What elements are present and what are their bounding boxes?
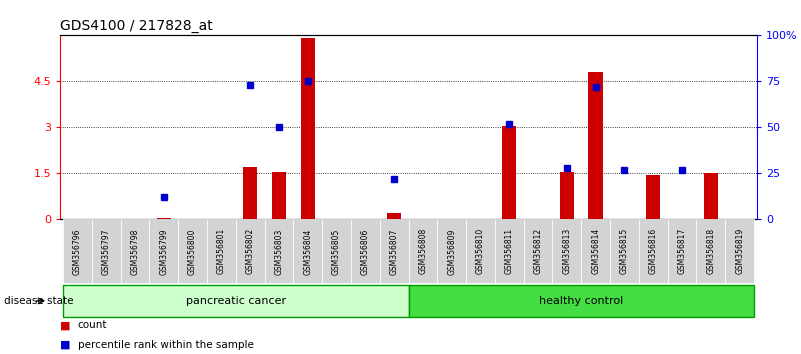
Bar (409, 285, 754, 317)
Text: GSM356816: GSM356816 (649, 228, 658, 274)
Bar (639, 219, 668, 283)
Text: GSM356805: GSM356805 (332, 228, 341, 275)
Text: ■: ■ (60, 320, 70, 330)
Text: GSM356813: GSM356813 (562, 228, 571, 274)
Bar (560, 172, 574, 219)
Bar (589, 72, 603, 219)
Text: ■: ■ (60, 340, 70, 350)
Text: pancreatic cancer: pancreatic cancer (186, 296, 286, 306)
Text: GSM356803: GSM356803 (275, 228, 284, 275)
Text: GSM356806: GSM356806 (360, 228, 370, 275)
Text: GSM356808: GSM356808 (418, 228, 428, 274)
Bar (351, 219, 380, 283)
Text: GSM356796: GSM356796 (73, 228, 82, 275)
Text: count: count (78, 320, 107, 330)
Text: GSM356819: GSM356819 (735, 228, 744, 274)
Bar (387, 213, 401, 219)
Bar (524, 219, 553, 283)
Bar (322, 219, 351, 283)
Bar (437, 219, 466, 283)
Text: GSM356797: GSM356797 (102, 228, 111, 275)
Bar (646, 175, 661, 219)
Bar (293, 219, 322, 283)
Bar (725, 219, 754, 283)
Text: GSM356801: GSM356801 (217, 228, 226, 274)
Text: GSM356799: GSM356799 (159, 228, 168, 275)
Text: GSM356815: GSM356815 (620, 228, 629, 274)
Text: healthy control: healthy control (539, 296, 623, 306)
Text: GSM356804: GSM356804 (304, 228, 312, 275)
Bar (63, 285, 409, 317)
Bar (582, 219, 610, 283)
Bar (178, 219, 207, 283)
Bar (703, 173, 718, 219)
Bar (300, 39, 315, 219)
Text: GSM356802: GSM356802 (246, 228, 255, 274)
Text: GSM356800: GSM356800 (188, 228, 197, 275)
Bar (697, 219, 725, 283)
Text: GSM356810: GSM356810 (476, 228, 485, 274)
Bar (495, 219, 524, 283)
Bar (502, 126, 517, 219)
Bar (553, 219, 582, 283)
Bar (120, 219, 149, 283)
Bar (207, 219, 235, 283)
Bar (243, 167, 257, 219)
Bar (92, 219, 120, 283)
Text: GSM356812: GSM356812 (533, 228, 542, 274)
Bar (63, 219, 92, 283)
Text: GSM356817: GSM356817 (678, 228, 686, 274)
Bar (466, 219, 495, 283)
Text: GSM356818: GSM356818 (706, 228, 715, 274)
Text: disease state: disease state (4, 296, 74, 306)
Bar (409, 219, 437, 283)
Bar (264, 219, 293, 283)
Text: GSM356809: GSM356809 (447, 228, 457, 275)
Text: percentile rank within the sample: percentile rank within the sample (78, 340, 254, 350)
Bar (156, 218, 171, 219)
Text: GSM356798: GSM356798 (131, 228, 139, 275)
Bar (149, 219, 178, 283)
Bar (668, 219, 697, 283)
Bar (272, 172, 286, 219)
Bar (235, 219, 264, 283)
Text: GSM356811: GSM356811 (505, 228, 513, 274)
Text: GDS4100 / 217828_at: GDS4100 / 217828_at (60, 19, 213, 33)
Text: GSM356814: GSM356814 (591, 228, 600, 274)
Bar (380, 219, 409, 283)
Bar (610, 219, 639, 283)
Text: GSM356807: GSM356807 (389, 228, 399, 275)
